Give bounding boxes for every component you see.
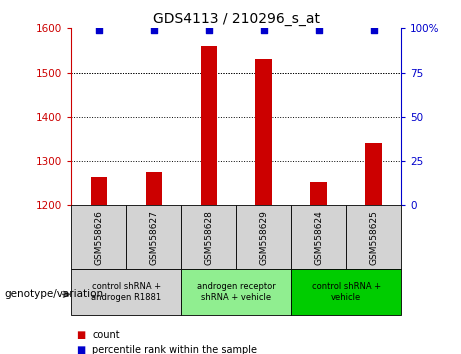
Title: GDS4113 / 210296_s_at: GDS4113 / 210296_s_at: [153, 12, 320, 26]
Text: count: count: [92, 330, 120, 339]
Bar: [366, 143, 382, 205]
Bar: [71, 269, 181, 315]
Point: [315, 27, 322, 33]
Bar: [291, 205, 346, 269]
Point: [205, 27, 213, 33]
Text: genotype/variation: genotype/variation: [5, 289, 104, 299]
Text: percentile rank within the sample: percentile rank within the sample: [92, 346, 257, 354]
Text: GSM558627: GSM558627: [149, 210, 159, 265]
Text: control shRNA +
androgen R1881: control shRNA + androgen R1881: [91, 282, 161, 302]
Bar: [181, 269, 291, 315]
Bar: [126, 205, 181, 269]
Bar: [346, 205, 401, 269]
Bar: [255, 59, 272, 205]
Text: androgen receptor
shRNA + vehicle: androgen receptor shRNA + vehicle: [197, 282, 276, 302]
Point: [95, 27, 103, 33]
Text: ■: ■: [76, 346, 85, 354]
Text: GSM558624: GSM558624: [314, 210, 323, 265]
Text: GSM558625: GSM558625: [369, 210, 378, 265]
Text: control shRNA +
vehicle: control shRNA + vehicle: [312, 282, 381, 302]
Bar: [146, 172, 162, 205]
Point: [260, 27, 267, 33]
Bar: [236, 205, 291, 269]
Bar: [181, 205, 236, 269]
Bar: [201, 46, 217, 205]
Text: GSM558626: GSM558626: [95, 210, 103, 265]
Bar: [291, 269, 401, 315]
Text: GSM558629: GSM558629: [259, 210, 268, 265]
Text: ■: ■: [76, 330, 85, 339]
Point: [150, 27, 158, 33]
Text: GSM558628: GSM558628: [204, 210, 213, 265]
Point: [370, 27, 377, 33]
Bar: [71, 205, 126, 269]
Bar: [91, 177, 107, 205]
Bar: [310, 182, 327, 205]
